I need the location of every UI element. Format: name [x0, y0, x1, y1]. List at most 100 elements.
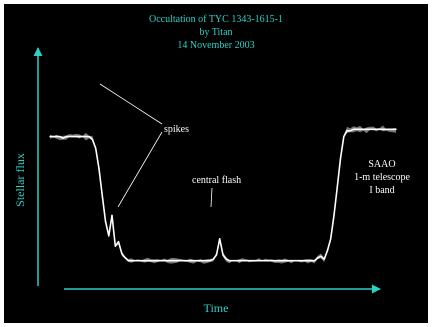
light-curve-point [323, 258, 325, 260]
light-curve-point [330, 238, 332, 240]
central-flash-label: central flash [192, 175, 241, 186]
light-curve-point [333, 214, 335, 217]
light-curve-point [287, 260, 289, 262]
light-curve-point [303, 260, 306, 262]
light-curve-point [382, 128, 384, 130]
observatory-line-1: SAAO [368, 159, 395, 170]
light-curve-point [219, 238, 221, 240]
light-curve-point [104, 220, 107, 222]
light-curve-point [215, 254, 218, 256]
light-curve-point [127, 260, 129, 262]
light-curve-point [254, 260, 257, 262]
light-curve-point [245, 260, 247, 262]
light-curve-point [144, 260, 146, 262]
light-curve-point [134, 260, 136, 262]
light-curve-point [261, 260, 263, 262]
light-curve-point [157, 260, 159, 262]
light-curve-point [202, 260, 205, 262]
light-curve-point [228, 260, 231, 262]
light-curve-point [98, 168, 100, 170]
light-curve-point [264, 260, 267, 262]
light-curve-point [385, 128, 387, 130]
light-curve-point [313, 260, 316, 262]
chart-title-line-3: 14 November 2003 [177, 40, 254, 51]
light-curve-point [150, 260, 152, 262]
light-curve-point [62, 137, 64, 139]
chart-title-line-2: by Titan [199, 27, 232, 38]
light-curve-point [375, 128, 378, 130]
light-curve-point [68, 135, 71, 138]
light-curve-point [268, 260, 270, 262]
light-curve-point [238, 260, 240, 262]
light-curve-point [307, 260, 309, 262]
light-curve-point [232, 260, 234, 262]
spikes-pointer-lower [117, 131, 163, 208]
light-curve-point [179, 260, 182, 262]
light-curve-point [153, 260, 156, 262]
light-curve-point [206, 260, 208, 262]
light-curve-point [281, 260, 283, 262]
light-curve-point [117, 241, 120, 243]
light-curve-point [343, 135, 345, 138]
light-curve-point [111, 214, 113, 217]
light-curve-point [101, 194, 103, 196]
light-curve-point [81, 135, 84, 138]
light-curve-point [137, 260, 139, 262]
light-curve-point [290, 260, 293, 262]
light-curve-point [369, 128, 371, 130]
light-curve-point [183, 260, 185, 262]
x-axis-label: Time [204, 301, 229, 315]
light-curve-point [114, 245, 117, 247]
light-curve-point [277, 260, 280, 262]
light-curve-point [349, 130, 351, 132]
light-curve-point [362, 128, 365, 130]
chart-title-line-1: Occultation of TYC 1343-1615-1 [149, 14, 283, 25]
light-curve-point [284, 260, 286, 262]
light-curve-point [248, 260, 250, 262]
light-curve-point [121, 252, 123, 255]
light-curve-point [49, 135, 51, 138]
light-curve-point [170, 260, 172, 262]
light-curve-point [173, 260, 175, 262]
central-flash-pointer [210, 187, 213, 208]
light-curve-point [235, 260, 237, 262]
light-curve-point [130, 260, 133, 262]
light-curve-point [372, 128, 374, 130]
light-curve-point [379, 128, 381, 130]
light-curve-point [320, 255, 322, 257]
light-curve-point [352, 128, 355, 130]
light-curve-point [189, 260, 192, 262]
y-axis-label: Stellar flux [13, 153, 27, 207]
light-curve-point [258, 260, 260, 262]
light-curve-point [75, 135, 77, 138]
light-curve-point [346, 130, 348, 132]
light-curve-point [326, 249, 329, 252]
light-curve-point [356, 128, 358, 130]
light-curve-point [310, 260, 312, 262]
observatory-line-2: 1-m telescope [354, 172, 410, 183]
light-curve-point [160, 260, 162, 262]
light-curve-point [186, 260, 188, 262]
light-curve-point [65, 135, 67, 138]
light-curve-point [91, 138, 94, 141]
light-curve-point [222, 254, 224, 256]
light-curve-point [300, 260, 302, 262]
light-curve-point [359, 128, 361, 130]
occultation-chart: Occultation of TYC 1343-1615-1 by Titan … [4, 4, 428, 323]
light-curve-point [166, 260, 169, 262]
light-curve-point [124, 257, 126, 259]
light-curve-point [59, 135, 61, 138]
light-curve-point [241, 260, 244, 262]
light-curve-point [108, 235, 110, 237]
light-curve-point [209, 260, 211, 262]
light-curve-point [297, 260, 299, 262]
light-curve-point [140, 260, 143, 262]
light-curve-point [85, 135, 87, 138]
light-curve-point [147, 260, 149, 262]
light-curve-point [317, 257, 319, 259]
light-curve-point [294, 260, 296, 262]
light-curve-point [163, 260, 165, 262]
light-curve-point [196, 260, 198, 262]
light-curve-point [88, 135, 90, 138]
